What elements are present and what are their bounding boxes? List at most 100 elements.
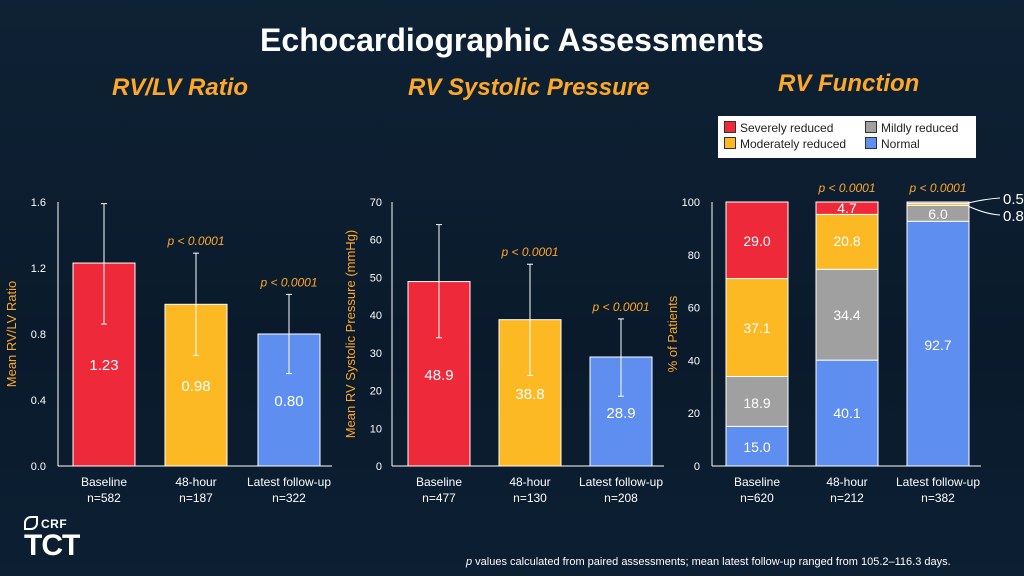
chart2-callout-label: 0.5 xyxy=(1003,191,1024,208)
chart1-data-label: 28.9 xyxy=(606,405,635,422)
chart1-y-tick-label: 20 xyxy=(370,386,382,398)
chart2-stack-segment xyxy=(815,213,879,270)
chart2-x-tick-label: 48-hour xyxy=(826,475,867,489)
chart2-segment-label: 34.4 xyxy=(833,307,860,323)
page-title: Echocardiographic Assessments xyxy=(260,22,764,58)
chart0-data-label: 0.80 xyxy=(274,393,303,410)
rvf-panel-title: RV Function xyxy=(778,70,920,97)
rvsp-panel-title: RV Systolic Pressure xyxy=(408,74,650,101)
chart0-n-label: n=322 xyxy=(272,491,306,505)
chart1-y-tick-label: 70 xyxy=(370,197,382,209)
legend-label-normal: Normal xyxy=(881,137,920,151)
legend-item-normal: Normal xyxy=(865,137,920,151)
chart2-y-tick-label: 40 xyxy=(688,355,700,367)
chart2-n-label: n=620 xyxy=(740,491,774,505)
legend-item-moderate: Moderately reduced xyxy=(724,137,846,151)
chart2-n-label: n=382 xyxy=(921,491,955,505)
footnote: p values calculated from paired assessme… xyxy=(466,556,951,568)
chart1-n-label: n=477 xyxy=(422,491,456,505)
chart2-p-value: p < 0.0001 xyxy=(817,181,875,195)
chart1-n-label: n=208 xyxy=(604,491,638,505)
crf-logo: CRF xyxy=(24,516,79,531)
chart2-callout-line xyxy=(967,197,1001,204)
chart0-n-label: n=187 xyxy=(179,491,213,505)
legend-item-mild: Mildly reduced xyxy=(865,121,958,135)
chart1-y-tick-label: 0 xyxy=(376,461,382,473)
chart1-p-value: p < 0.0001 xyxy=(500,245,558,259)
chart2-stack-segment xyxy=(725,201,789,280)
legend-label-severe: Severely reduced xyxy=(740,121,834,135)
chart1-n-label: n=130 xyxy=(513,491,547,505)
chart0-x-tick-label: 48-hour xyxy=(175,475,216,489)
chart2-segment-label: 37.1 xyxy=(743,320,770,336)
chart2-y-axis-label: % of Patients xyxy=(665,295,680,372)
chart2-stack-segment xyxy=(725,376,789,427)
chart0-n-label: n=582 xyxy=(87,491,121,505)
chart2-p-value: p < 0.0001 xyxy=(908,181,966,195)
tct-logo-text: TCT xyxy=(24,529,80,562)
chart2-stack-segment xyxy=(815,268,879,361)
chart1-x-tick-label: 48-hour xyxy=(509,475,550,489)
chart0-data-label: 0.98 xyxy=(181,378,210,395)
footnote-p: p xyxy=(466,556,473,568)
chart2-y-tick-label: 80 xyxy=(688,250,700,262)
chart1-y-tick-label: 30 xyxy=(370,348,382,360)
legend-swatch-mild xyxy=(865,121,877,133)
crf-mark-icon xyxy=(24,516,38,530)
footnote-text: values calculated from paired assessment… xyxy=(472,556,951,568)
chart0-y-axis-label: Mean RV/LV Ratio xyxy=(4,281,19,387)
chart0-y-tick-label: 1.2 xyxy=(31,263,46,275)
chart0-data-label: 1.23 xyxy=(89,357,118,374)
chart0-y-tick-label: 0.8 xyxy=(31,329,46,341)
chart1-x-tick-label: Baseline xyxy=(416,475,462,489)
chart2-y-tick-label: 100 xyxy=(682,197,700,209)
chart2-stack-segment xyxy=(815,359,879,467)
chart2-x-tick-label: Latest follow-up xyxy=(896,475,980,489)
chart2-segment-label: 20.8 xyxy=(833,233,860,249)
chart2-segment-label: 15.0 xyxy=(743,439,770,455)
legend-item-severe: Severely reduced xyxy=(724,121,833,135)
chart0-y-tick-label: 1.6 xyxy=(31,197,46,209)
chart1-y-tick-label: 10 xyxy=(370,423,382,435)
chart2-segment-label: 4.7 xyxy=(837,200,857,216)
chart0-x-tick-label: Latest follow-up xyxy=(247,475,331,489)
chart2-y-tick-label: 20 xyxy=(688,408,700,420)
chart2-segment-label: 18.9 xyxy=(743,395,770,411)
chart1-p-value: p < 0.0001 xyxy=(591,300,649,314)
tct-logo: CRF TCT xyxy=(24,516,80,562)
chart2-y-tick-label: 60 xyxy=(688,303,700,315)
legend-swatch-moderate xyxy=(724,137,736,149)
chart0-p-value: p < 0.0001 xyxy=(166,234,224,248)
legend-swatch-normal xyxy=(865,137,877,149)
chart2-y-tick-label: 0 xyxy=(694,461,700,473)
chart2-stack-segment xyxy=(815,201,879,215)
chart2-segment-label: 92.7 xyxy=(924,337,951,353)
chart0-y-tick-label: 0.4 xyxy=(31,395,46,407)
legend-swatch-severe xyxy=(724,121,736,133)
chart1-x-tick-label: Latest follow-up xyxy=(579,475,663,489)
rvlv-panel-title: RV/LV Ratio xyxy=(112,74,249,101)
chart1-y-tick-label: 60 xyxy=(370,235,382,247)
chart2-stack-segment xyxy=(906,201,970,204)
chart1-data-label: 38.8 xyxy=(515,386,544,403)
chart1-y-tick-label: 40 xyxy=(370,310,382,322)
chart2-x-tick-label: Baseline xyxy=(734,475,780,489)
chart1-y-tick-label: 50 xyxy=(370,272,382,284)
chart2-n-label: n=212 xyxy=(830,491,864,505)
legend-label-moderate: Moderately reduced xyxy=(740,137,847,151)
chart0-y-tick-label: 0.0 xyxy=(31,461,46,473)
chart2-segment-label: 29.0 xyxy=(743,233,770,249)
chart2-callout-label: 0.8 xyxy=(1003,208,1024,225)
chart2-stack-segment xyxy=(725,278,789,378)
chart0-x-tick-label: Baseline xyxy=(81,475,127,489)
chart2-callout-line xyxy=(967,205,1001,216)
chart2-segment-label: 6.0 xyxy=(928,206,948,222)
chart2-segment-label: 40.1 xyxy=(833,405,860,421)
chart1-y-axis-label: Mean RV Systolic Pressure (mmHg) xyxy=(343,230,358,439)
rv-function-legend: Severely reduced Mildly reduced Moderate… xyxy=(718,116,976,158)
chart1-data-label: 48.9 xyxy=(424,367,453,384)
chart2-stack-segment xyxy=(906,220,970,467)
chart0-p-value: p < 0.0001 xyxy=(259,275,317,289)
legend-label-mild: Mildly reduced xyxy=(881,121,959,135)
